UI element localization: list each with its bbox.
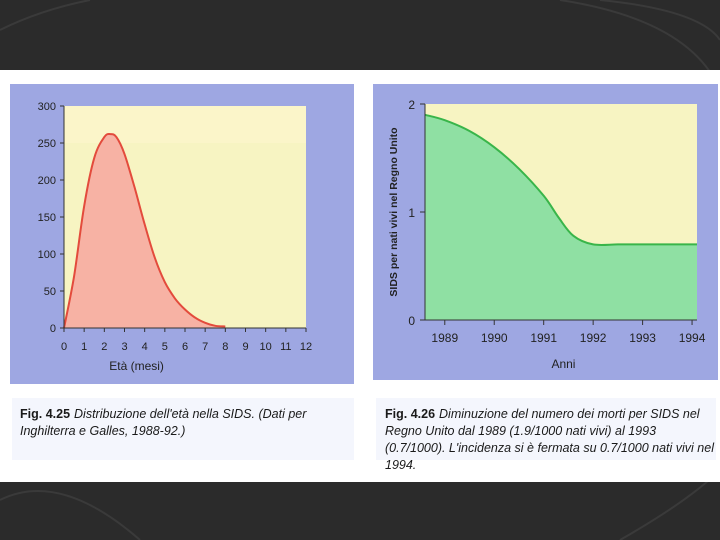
x-tick-label: 9 [242, 341, 248, 353]
chart-panel-left: 0 50 100 150 200 250 300 0 1 2 3 4 5 6 7 8 9 10 11 12 Età (m… [10, 84, 354, 384]
x-tick-label: 1991 [530, 331, 557, 345]
caption-text-right: Diminuzione del numero dei morti per SID… [385, 407, 714, 472]
x-tick-label: 4 [142, 341, 148, 353]
decline-line [424, 113, 697, 247]
figure-caption-left: Fig. 4.25 Distribuzione dell'età nella SI… [20, 406, 350, 440]
top-band [64, 106, 306, 143]
x-tick-label: 1 [81, 341, 87, 353]
x-tick-label: 10 [260, 341, 272, 353]
y-tick-label: 100 [38, 249, 56, 261]
sids-decline-chart: 0 1 2 1989 1990 1991 1992 1993 1994 Anni SIDS per … [388, 98, 706, 371]
y-tick-label: 200 [38, 175, 56, 187]
caption-ref-right: Fig. 4.26 [385, 407, 436, 421]
x-tick-label: 1993 [629, 331, 656, 345]
y-tick-label: 300 [38, 101, 56, 113]
caption-text-left: Distribuzione dell'età nella SIDS. (Dati… [20, 407, 307, 438]
y-tick-label: 2 [408, 98, 415, 112]
y-tick-label: 150 [38, 212, 56, 224]
decline-area [425, 114, 697, 320]
x-tick-label: 1992 [580, 331, 607, 345]
x-tick-label: 12 [300, 341, 312, 353]
y-tick-label: 0 [50, 323, 56, 335]
y-tick-label: 50 [44, 286, 56, 298]
x-tick-label: 1989 [431, 331, 458, 345]
caption-box-left [12, 398, 354, 460]
y-axis-label: SIDS per nati vivi nel Regno Unito [388, 127, 400, 296]
caption-ref-left: Fig. 4.25 [20, 407, 71, 421]
y-tick-label: 0 [408, 314, 415, 328]
x-tick-label: 5 [162, 341, 168, 353]
figure-caption-right: Fig. 4.26 Diminuzione del numero dei mort… [385, 406, 715, 474]
x-axis-label: Anni [551, 357, 575, 371]
x-tick-label: 1990 [481, 331, 508, 345]
x-tick-label: 11 [280, 341, 291, 353]
distribution-line [63, 132, 226, 329]
chart-panel-right: 0 1 2 1989 1990 1991 1992 1993 1994 Anni SIDS per … [373, 84, 718, 380]
x-tick-label: 1994 [679, 331, 706, 345]
y-tick-label: 1 [408, 206, 415, 220]
caption-box-right [376, 398, 716, 460]
x-tick-label: 2 [101, 341, 107, 353]
x-tick-label: 7 [202, 341, 208, 353]
x-tick-label: 0 [61, 341, 67, 353]
x-tick-label: 3 [121, 341, 127, 353]
y-tick-label: 250 [38, 138, 56, 150]
x-tick-label: 6 [182, 341, 188, 353]
x-tick-label: 8 [222, 341, 228, 353]
x-axis-label: Età (mesi) [109, 359, 164, 373]
distribution-area [64, 133, 226, 328]
